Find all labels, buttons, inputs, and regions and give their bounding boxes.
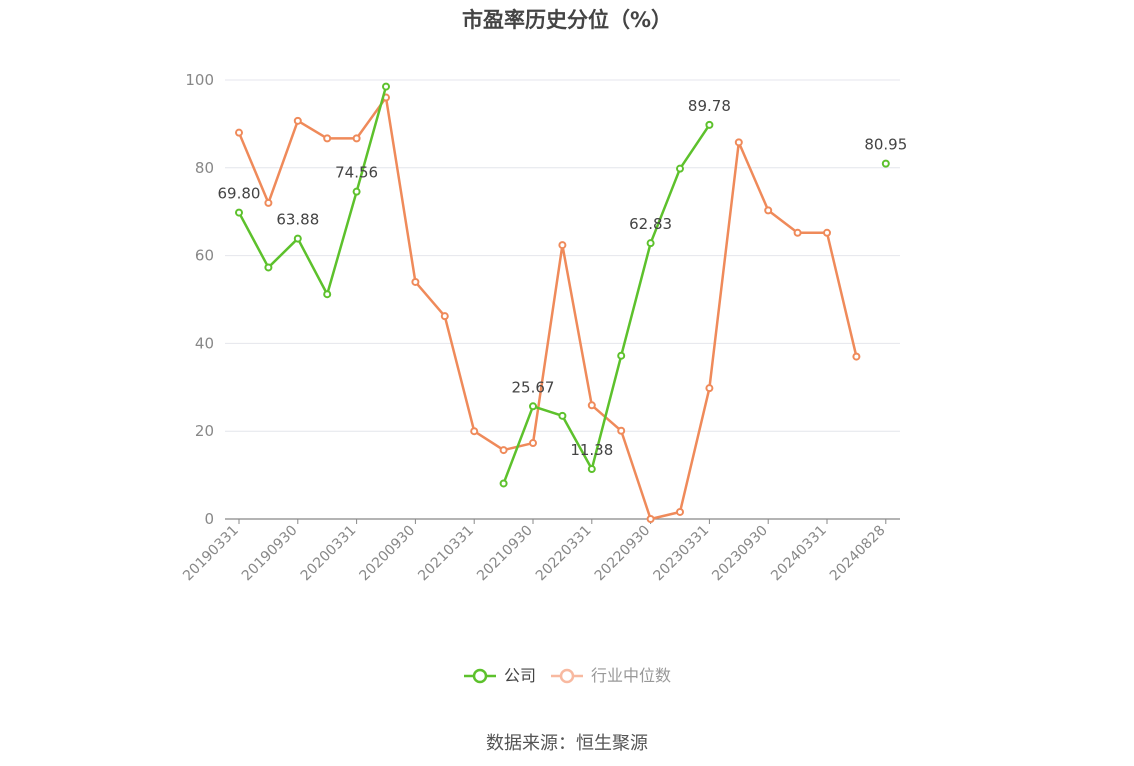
company-data-label: 25.67 xyxy=(512,378,555,396)
legend-company-label: 公司 xyxy=(504,666,536,685)
industry-point[interactable] xyxy=(852,352,861,361)
y-tick-label: 60 xyxy=(195,247,214,265)
industry-point[interactable] xyxy=(587,401,596,410)
company-series-line xyxy=(502,124,711,484)
industry-point[interactable] xyxy=(352,134,361,143)
data-labels: 69.80 63.88 74.56 25.67 11.38 62.83 89.78 80.95 xyxy=(218,97,908,459)
industry-point[interactable] xyxy=(470,427,479,436)
industry-point[interactable] xyxy=(529,439,537,448)
company-point[interactable] xyxy=(382,82,390,91)
company-point[interactable] xyxy=(529,402,537,411)
industry-point[interactable] xyxy=(764,206,773,215)
company-point[interactable] xyxy=(587,465,596,474)
legend-industry-label: 行业中位数 xyxy=(591,666,671,685)
company-data-label: 69.80 xyxy=(218,185,261,203)
industry-point[interactable] xyxy=(264,198,273,207)
industry-point[interactable] xyxy=(558,241,567,250)
legend[interactable]: 公司 行业中位数 xyxy=(464,666,671,685)
company-data-label: 74.56 xyxy=(335,164,378,182)
industry-point[interactable] xyxy=(440,312,449,321)
industry-point[interactable] xyxy=(235,128,243,137)
x-tick-label: 20210331 xyxy=(415,523,477,585)
company-point[interactable] xyxy=(499,479,508,488)
y-tick-label: 40 xyxy=(195,334,214,352)
x-tick-label: 20240331 xyxy=(768,523,830,585)
x-tick-label: 20240828 xyxy=(827,523,889,585)
company-data-label: 80.95 xyxy=(864,136,907,154)
industry-point[interactable] xyxy=(705,384,714,393)
legend-item-industry[interactable]: 行业中位数 xyxy=(551,666,671,685)
series-layer xyxy=(235,82,890,523)
company-point[interactable] xyxy=(676,164,684,173)
company-point[interactable] xyxy=(617,351,626,360)
company-series-line xyxy=(237,86,388,296)
company-point[interactable] xyxy=(646,239,655,248)
x-tick-label: 20220331 xyxy=(533,523,595,585)
company-point[interactable] xyxy=(235,208,243,217)
industry-point[interactable] xyxy=(646,515,655,523)
y-tick-label: 0 xyxy=(204,510,214,528)
industry-series-line xyxy=(237,96,858,521)
legend-company-marker xyxy=(472,668,488,684)
company-data-label: 62.83 xyxy=(629,215,672,233)
industry-point[interactable] xyxy=(293,116,302,125)
industry-point[interactable] xyxy=(793,228,802,237)
industry-point[interactable] xyxy=(411,277,420,286)
chart-title: 市盈率历史分位（%） xyxy=(461,8,673,32)
legend-industry-marker xyxy=(559,668,575,684)
industry-point[interactable] xyxy=(499,446,508,455)
company-data-label: 63.88 xyxy=(276,211,319,229)
industry-point[interactable] xyxy=(617,426,626,435)
industry-point[interactable] xyxy=(323,134,332,143)
data-source: 数据来源：恒生聚源 xyxy=(486,733,648,754)
y-tick-label: 80 xyxy=(195,159,214,177)
industry-point[interactable] xyxy=(823,228,831,237)
company-point[interactable] xyxy=(881,159,890,168)
x-tick-label: 20200331 xyxy=(298,523,360,585)
x-tick-label: 20220930 xyxy=(592,523,654,585)
x-tick-label: 20190331 xyxy=(180,523,242,585)
x-tick-label: 20230331 xyxy=(651,523,713,585)
company-point[interactable] xyxy=(264,263,273,272)
legend-item-company[interactable]: 公司 xyxy=(464,666,536,685)
company-point[interactable] xyxy=(352,187,361,196)
grid-lines xyxy=(225,79,900,432)
x-tick-label: 20190930 xyxy=(239,523,301,585)
company-point[interactable] xyxy=(323,290,332,299)
x-tick-label: 20210930 xyxy=(474,523,536,585)
company-point[interactable] xyxy=(558,411,567,420)
x-tick-label: 20230930 xyxy=(709,523,771,585)
industry-point[interactable] xyxy=(734,138,743,147)
x-tick-label: 20200930 xyxy=(357,523,419,585)
company-point[interactable] xyxy=(705,120,714,129)
company-point[interactable] xyxy=(293,234,302,243)
y-tick-label: 20 xyxy=(195,422,214,440)
y-tick-label: 100 xyxy=(185,71,214,89)
company-data-label: 89.78 xyxy=(688,97,731,115)
industry-point[interactable] xyxy=(676,507,684,516)
company-data-label: 11.38 xyxy=(570,441,613,459)
